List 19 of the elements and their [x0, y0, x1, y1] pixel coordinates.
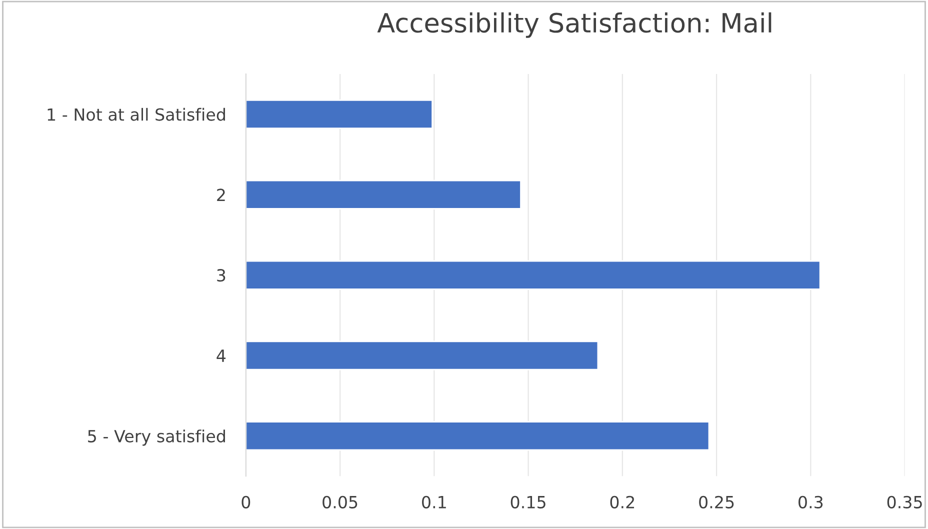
- bar: [246, 340, 599, 370]
- x-tick-label: 0.35: [887, 496, 922, 508]
- bar: [246, 100, 433, 130]
- y-tick-label: 1 - Not at all Satisfied: [48, 108, 225, 121]
- bar: [246, 421, 710, 451]
- y-tick-label: 2: [217, 188, 225, 202]
- y-tick-label: 4: [216, 350, 226, 362]
- bar: [246, 260, 821, 290]
- x-tick-label: 0.1: [422, 496, 446, 508]
- x-tick-label: 0.25: [699, 496, 734, 508]
- x-tick-label: 0.2: [610, 496, 634, 508]
- x-tick-label: 0.15: [510, 496, 546, 508]
- x-tick-label: 0.3: [798, 496, 823, 508]
- y-tick-label: 3: [217, 269, 226, 282]
- bar: [246, 180, 522, 210]
- x-tick-label: 0: [242, 496, 250, 508]
- y-tick-label: 5 - Very satisfied: [88, 430, 225, 446]
- chart-title: Accessibility Satisfaction: Mail: [377, 12, 772, 38]
- x-tick-label: 0.05: [322, 496, 358, 508]
